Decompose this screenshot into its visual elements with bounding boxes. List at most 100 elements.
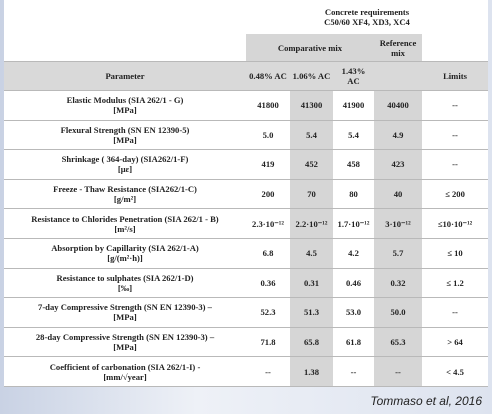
parameter-unit: [MPa] <box>113 342 137 353</box>
value-cell: 52.3 <box>246 297 290 328</box>
parameter-cell: Shrinkage ( 364-day) (SIA262/1-F) [με] <box>4 149 246 180</box>
value-cell: -- <box>333 356 374 387</box>
parameter-cell: Absorption by Capillarity (SIA 262/1-A)[… <box>4 238 246 269</box>
value-cell: 65.3 <box>374 327 422 358</box>
value-cell: 40 <box>374 179 422 210</box>
value-cell: 5.0 <box>246 120 290 151</box>
group-header: Concrete requirements C50/60 XF4, XD3, XC… <box>246 0 488 34</box>
value-cell: 71.8 <box>246 327 290 358</box>
value-cell: 1.38 <box>290 356 333 387</box>
value-cell: 2.2·10⁻¹² <box>290 208 333 239</box>
limit-cell: -- <box>422 149 489 180</box>
value-cell: 0.32 <box>374 268 422 299</box>
value-cell: 5.7 <box>374 238 422 269</box>
group-row: Concrete requirements C50/60 XF4, XD3, XC… <box>4 0 488 34</box>
column-header-row: Parameter 0.48% AC 1.06% AC 1.43% AC Lim… <box>4 61 489 91</box>
parameter-name: Resistance to sulphates (SIA 262/1-D) <box>56 272 194 283</box>
subgroup-row: Comparative mix Reference mix <box>4 34 489 62</box>
subgroup-header: Reference mix <box>374 34 422 62</box>
table-row: Resistance to sulphates (SIA 262/1-D) [‰]… <box>4 268 489 299</box>
table-row: 7-day Compressive Strength (SN EN 12390-… <box>4 297 489 328</box>
parameter-name: 28-day Compressive Strength (SN EN 12390… <box>35 332 215 343</box>
value-cell: 80 <box>333 179 374 210</box>
limit-cell: ≤ 200 <box>422 179 489 210</box>
value-cell: 53.0 <box>333 297 374 328</box>
parameter-cell: Coefficient of carbonation (SIA 262/1-I)… <box>4 356 246 387</box>
value-cell: 419 <box>246 149 290 180</box>
group-line: Concrete requirements <box>324 7 410 17</box>
value-cell: 200 <box>246 179 290 210</box>
parameter-cell: 28-day Compressive Strength (SN EN 12390… <box>4 327 246 358</box>
value-cell: 2.3·10⁻¹² <box>246 208 290 239</box>
parameter-name: Coefficient of carbonation (SIA 262/1-I)… <box>49 361 201 372</box>
group-line: C50/60 XF4, XD3, XC4 <box>324 17 410 27</box>
table-row: Elastic Modulus (SIA 262/1 - G) [MPa] 4180… <box>4 90 489 121</box>
table-row: Freeze - Thaw Resistance (SIA262/1-C) [g/… <box>4 179 489 210</box>
limit-cell: -- <box>422 120 489 151</box>
value-cell: 4.9 <box>374 120 422 151</box>
value-cell: 50.0 <box>374 297 422 328</box>
column-header: 1.43% AC <box>333 61 374 91</box>
parameter-cell: 7-day Compressive Strength (SN EN 12390-… <box>4 297 246 328</box>
parameter-unit: [g/m²] <box>113 194 137 205</box>
value-cell: -- <box>246 356 290 387</box>
parameter-unit: [mm/√year] <box>103 371 147 382</box>
parameter-cell: Freeze - Thaw Resistance (SIA262/1-C) [g/… <box>4 179 246 210</box>
column-header: 0.48% AC <box>246 61 290 91</box>
limit-cell: -- <box>422 90 489 121</box>
subgroup-header: Comparative mix <box>246 34 374 62</box>
value-cell: 40400 <box>374 90 422 121</box>
value-cell: 51.3 <box>290 297 333 328</box>
data-table: Concrete requirements C50/60 XF4, XD3, XC… <box>4 0 489 387</box>
parameter-unit: [MPa] <box>113 312 137 323</box>
column-header: 1.06% AC <box>290 61 333 91</box>
parameter-name: Shrinkage ( 364-day) (SIA262/1-F) <box>61 154 189 165</box>
parameter-unit: [m²/s] <box>114 223 136 234</box>
value-cell: 61.8 <box>333 327 374 358</box>
value-cell: 0.36 <box>246 268 290 299</box>
parameter-cell: Resistance to Chlorides Penetration (SIA… <box>4 208 246 239</box>
parameter-cell: Flexural Strength (SN EN 12390-5) [MPa] <box>4 120 246 151</box>
parameter-name: Freeze - Thaw Resistance (SIA262/1-C) <box>53 184 197 195</box>
value-cell: 5.4 <box>290 120 333 151</box>
value-cell: -- <box>374 356 422 387</box>
value-cell: 4.2 <box>333 238 374 269</box>
limit-cell: ≤ 10 <box>422 238 489 269</box>
column-header: Parameter <box>4 61 246 91</box>
table-row: 28-day Compressive Strength (SN EN 12390… <box>4 327 489 358</box>
value-cell: 41300 <box>290 90 333 121</box>
limit-cell: ≤10·10⁻¹² <box>422 208 489 239</box>
parameter-name: Elastic Modulus (SIA 262/1 - G) <box>66 95 184 106</box>
value-cell: 41800 <box>246 90 290 121</box>
table-row: Absorption by Capillarity (SIA 262/1-A)[… <box>4 238 489 269</box>
value-cell: 458 <box>333 149 374 180</box>
value-cell: 3·10⁻¹² <box>374 208 422 239</box>
value-cell: 452 <box>290 149 333 180</box>
limit-cell: > 64 <box>422 327 489 358</box>
value-cell: 6.8 <box>246 238 290 269</box>
value-cell: 70 <box>290 179 333 210</box>
value-cell: 4.5 <box>290 238 333 269</box>
parameter-name: Absorption by Capillarity (SIA 262/1-A) <box>51 243 199 254</box>
table-row: Flexural Strength (SN EN 12390-5) [MPa] 5.… <box>4 120 489 151</box>
parameter-unit: [g/(m²·h)] <box>107 253 143 264</box>
table-row: Resistance to Chlorides Penetration (SIA… <box>4 208 489 239</box>
table-row: Coefficient of carbonation (SIA 262/1-I)… <box>4 356 489 387</box>
parameter-cell: Resistance to sulphates (SIA 262/1-D) [‰] <box>4 268 246 299</box>
parameter-unit: [MPa] <box>113 134 137 145</box>
parameter-unit: [με] <box>117 164 133 175</box>
limit-cell: -- <box>422 297 489 328</box>
value-cell: 41900 <box>333 90 374 121</box>
parameter-unit: [‰] <box>117 282 133 293</box>
table-row: Shrinkage ( 364-day) (SIA262/1-F) [με] 419… <box>4 149 489 180</box>
parameter-cell: Elastic Modulus (SIA 262/1 - G) [MPa] <box>4 90 246 121</box>
parameter-name: Resistance to Chlorides Penetration (SIA… <box>31 213 219 224</box>
caption: Tommaso et al, 2016 <box>370 394 482 408</box>
value-cell: 0.46 <box>333 268 374 299</box>
limit-cell: < 4.5 <box>422 356 489 387</box>
column-header: Limits <box>422 61 489 91</box>
value-cell: 65.8 <box>290 327 333 358</box>
limit-cell: ≤ 1.2 <box>422 268 489 299</box>
value-cell: 0.31 <box>290 268 333 299</box>
